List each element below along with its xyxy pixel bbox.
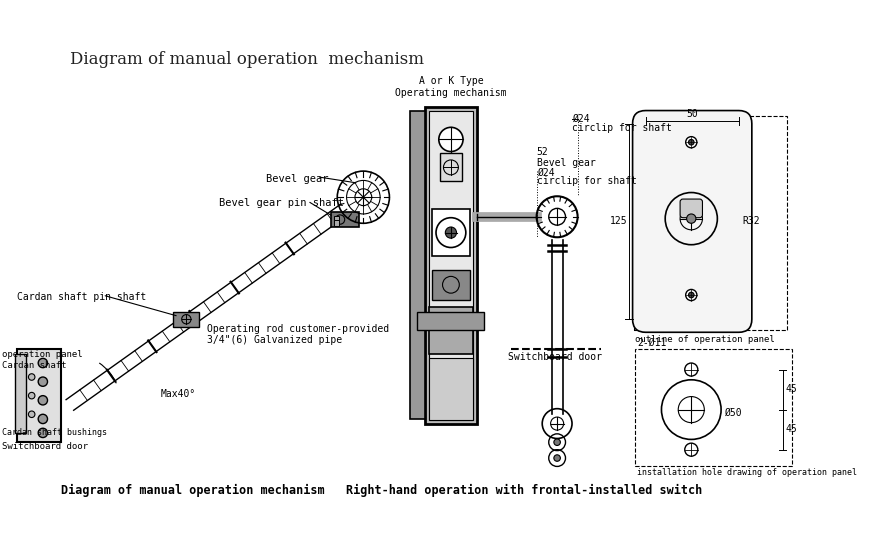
Bar	[17, 349, 61, 442]
Circle shape	[686, 214, 696, 224]
Circle shape	[38, 377, 48, 386]
Text: Ø24: Ø24	[572, 114, 590, 124]
Text: Switchboard door: Switchboard door	[2, 442, 88, 451]
Text: Bevel gear: Bevel gear	[266, 174, 328, 184]
Bar	[15, 354, 26, 433]
Circle shape	[439, 128, 463, 152]
Circle shape	[28, 374, 35, 380]
Text: 50: 50	[686, 109, 698, 119]
Circle shape	[445, 227, 456, 238]
Bar	[429, 307, 473, 354]
Bar	[636, 349, 792, 465]
Bar	[440, 153, 462, 181]
Text: 52: 52	[536, 147, 549, 157]
Text: operation panel: operation panel	[2, 350, 83, 359]
Text: circlip for shaft: circlip for shaft	[572, 123, 672, 133]
Text: Ø50: Ø50	[724, 408, 741, 418]
Text: Max40°: Max40°	[160, 389, 195, 399]
Circle shape	[686, 289, 697, 301]
Text: Switchboard door: Switchboard door	[508, 352, 602, 362]
Text: circlip for shaft: circlip for shaft	[536, 176, 637, 186]
Text: installation hole drawing of operation panel: installation hole drawing of operation p…	[638, 468, 857, 477]
Circle shape	[686, 137, 697, 148]
Circle shape	[554, 439, 560, 445]
Bar	[334, 216, 339, 221]
Text: outline of operation panel: outline of operation panel	[636, 335, 775, 344]
Bar	[429, 110, 473, 420]
Text: Ø24: Ø24	[536, 167, 554, 177]
Bar	[334, 220, 339, 226]
Text: A or K Type
Operating mechanism: A or K Type Operating mechanism	[395, 76, 507, 98]
Text: Diagram of manual operation  mechanism: Diagram of manual operation mechanism	[70, 51, 424, 68]
Text: Bevel gear: Bevel gear	[536, 158, 595, 168]
Text: 45: 45	[785, 424, 797, 434]
Text: 125: 125	[609, 217, 627, 226]
Circle shape	[38, 414, 48, 423]
Circle shape	[688, 139, 694, 145]
Bar	[330, 212, 359, 227]
Bar	[424, 107, 477, 423]
Circle shape	[38, 396, 48, 405]
Text: R32: R32	[742, 216, 760, 226]
Circle shape	[38, 428, 48, 437]
Text: Diagram of manual operation mechanism   Right-hand operation with frontal-instal: Diagram of manual operation mechanism Ri…	[60, 484, 702, 497]
Text: Cardan shaft pin shaft: Cardan shaft pin shaft	[17, 292, 146, 302]
Text: Cardan shaft: Cardan shaft	[2, 361, 67, 370]
Bar	[432, 270, 470, 300]
Text: Operating rod customer-provided
3/4"(6) Galvanized pipe: Operating rod customer-provided 3/4"(6) …	[207, 324, 389, 346]
Circle shape	[688, 292, 694, 298]
Bar	[410, 111, 424, 419]
FancyBboxPatch shape	[632, 110, 752, 332]
Bar	[417, 312, 485, 330]
Text: 2-Ø11: 2-Ø11	[638, 338, 667, 348]
Text: Bevel gear pin shaft: Bevel gear pin shaft	[219, 198, 344, 208]
Bar	[173, 312, 200, 327]
Circle shape	[28, 392, 35, 399]
Bar	[429, 359, 473, 420]
Circle shape	[28, 411, 35, 418]
Circle shape	[38, 359, 48, 368]
FancyBboxPatch shape	[680, 199, 702, 218]
Bar	[432, 209, 470, 256]
Text: Cardan shaft bushings: Cardan shaft bushings	[2, 428, 107, 437]
Bar	[633, 116, 788, 330]
Circle shape	[554, 455, 560, 461]
Text: 45: 45	[785, 384, 797, 394]
